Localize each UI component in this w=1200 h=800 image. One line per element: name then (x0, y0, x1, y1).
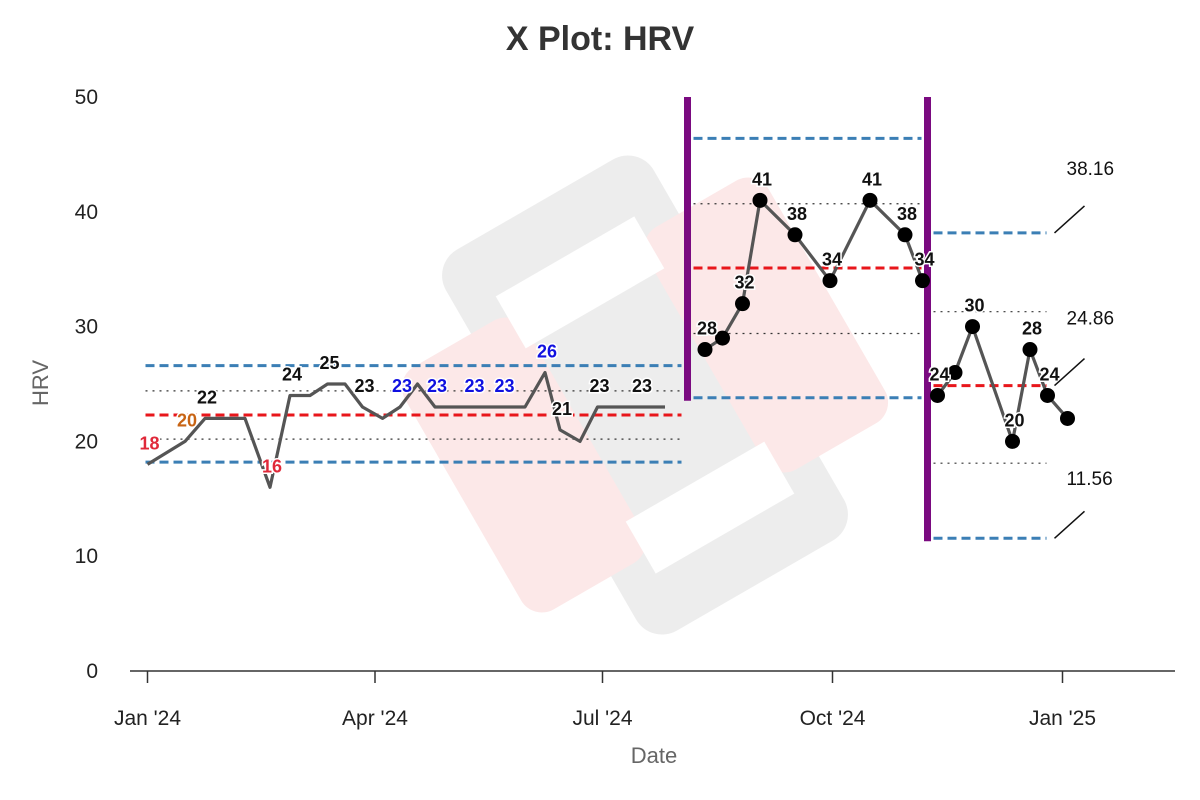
data-point-label: 24 (282, 364, 302, 384)
chart-title: X Plot: HRV (506, 20, 695, 58)
x-axis: Jan '24 Apr '24 Jul '24 Oct '24 Jan '25 (114, 670, 1175, 730)
data-point-label: 20 (1004, 410, 1024, 430)
data-point-label: 20 (177, 410, 197, 430)
data-point-marker (1005, 433, 1020, 449)
data-point-label: 32 (734, 273, 754, 293)
data-point-marker (822, 273, 838, 289)
data-point-marker (752, 192, 768, 208)
y-axis: 0 10 20 30 40 50 (75, 86, 98, 683)
data-point-label: 25 (319, 353, 339, 373)
data-point-label: 23 (464, 376, 484, 396)
y-tick-label: 0 (86, 660, 98, 683)
data-point-marker (787, 227, 803, 243)
limit-annotations: 38.16 24.86 11.56 (1053, 159, 1115, 539)
data-point-label: 38 (787, 204, 807, 224)
phase-dividers (684, 97, 931, 542)
data-point-label: 21 (552, 399, 572, 419)
data-point-label: 23 (392, 376, 412, 396)
data-point-marker (947, 365, 963, 381)
data-point-marker (1040, 387, 1055, 403)
annotation-leader (1053, 358, 1086, 387)
data-point-label: 41 (752, 169, 772, 189)
data-point-label: 23 (589, 376, 609, 396)
data-point-label: 23 (354, 376, 374, 396)
data-point-label: 34 (914, 250, 934, 270)
data-point-marker (1022, 342, 1038, 358)
y-tick-label: 50 (75, 86, 98, 109)
y-tick-label: 40 (75, 201, 98, 224)
data-point-label: 28 (697, 319, 717, 339)
data-point-label: 22 (197, 387, 217, 407)
x-tick-label: Apr '24 (342, 707, 408, 730)
data-point-marker (965, 319, 980, 335)
data-point-label: 18 (139, 433, 159, 453)
data-point-marker (930, 387, 945, 403)
data-point-label: 41 (862, 169, 882, 189)
data-point-marker (915, 273, 930, 289)
x-tick-label: Oct '24 (800, 707, 866, 730)
limit-annotation-label: 24.86 (1067, 308, 1115, 329)
annotation-leader (1053, 510, 1086, 539)
data-point-label: 16 (262, 456, 282, 476)
annotation-leader (1053, 205, 1086, 234)
y-axis-title: HRV (28, 360, 53, 406)
data-point-label: 23 (494, 376, 514, 396)
data-point-marker (715, 330, 730, 346)
data-point-label: 24 (929, 364, 949, 384)
data-point-label: 28 (1022, 319, 1042, 339)
x-axis-title: Date (631, 743, 677, 768)
data-point-label: 30 (964, 296, 984, 316)
data-point-marker (735, 296, 750, 312)
data-point-label: 24 (1039, 364, 1059, 384)
x-tick-label: Jul '24 (572, 707, 632, 730)
series-line (146, 370, 665, 489)
data-point-marker (862, 192, 878, 208)
data-point-label: 34 (822, 250, 842, 270)
data-point-marker (697, 342, 713, 358)
x-tick-label: Jan '24 (114, 707, 181, 730)
y-tick-label: 30 (75, 316, 98, 339)
limit-annotation-label: 38.16 (1067, 159, 1115, 180)
data-point-label: 26 (537, 342, 557, 362)
data-point-marker (897, 227, 913, 243)
x-tick-label: Jan '25 (1029, 707, 1096, 730)
y-tick-label: 10 (75, 545, 98, 568)
data-point-label: 23 (427, 376, 447, 396)
data-point-label: 23 (632, 376, 652, 396)
y-tick-label: 20 (75, 430, 98, 453)
limit-annotation-label: 11.56 (1067, 469, 1113, 490)
watermark-logo (401, 155, 889, 635)
data-point-marker (1060, 410, 1075, 426)
data-point-label: 38 (897, 204, 917, 224)
hrv-series (146, 192, 1075, 489)
